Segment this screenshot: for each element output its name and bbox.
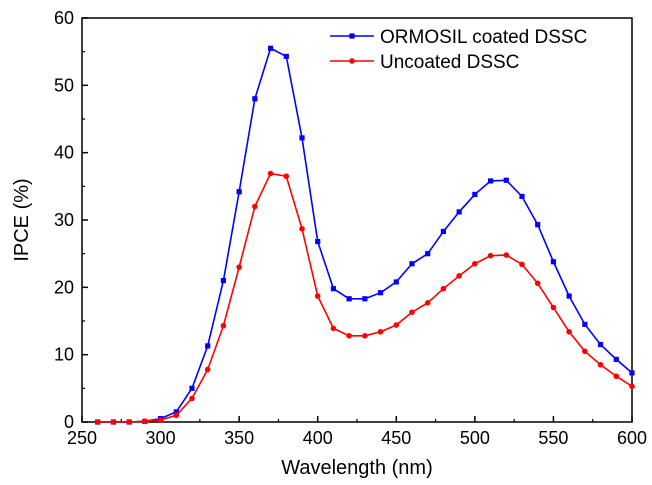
data-point [299, 135, 305, 141]
data-point [519, 261, 525, 268]
data-point [283, 53, 289, 59]
data-point [94, 419, 101, 425]
data-point [487, 252, 494, 259]
data-point [267, 170, 274, 177]
data-point [566, 293, 572, 299]
data-point [377, 290, 384, 296]
data-point [534, 280, 541, 287]
y-tick-label: 50 [54, 75, 74, 95]
data-point [393, 279, 399, 285]
data-point [629, 370, 635, 376]
data-point [424, 300, 431, 306]
x-tick-label: 250 [67, 428, 97, 448]
data-point [566, 328, 572, 335]
y-tick-label: 60 [54, 8, 74, 28]
data-point [252, 203, 258, 210]
data-point [550, 304, 557, 311]
y-tick-label: 30 [54, 210, 74, 230]
data-point [519, 193, 525, 200]
data-point [472, 191, 478, 198]
data-point [236, 189, 242, 195]
data-point [220, 322, 227, 329]
legend-label: Uncoated DSSC [380, 52, 519, 73]
data-point [299, 225, 305, 232]
data-point [503, 252, 510, 258]
data-point [330, 286, 337, 292]
data-point [346, 333, 352, 339]
data-point [157, 417, 164, 423]
data-point [362, 333, 368, 339]
data-point [456, 209, 462, 215]
data-point [189, 385, 195, 391]
y-tick-label: 40 [54, 143, 74, 163]
legend-marker [349, 33, 355, 39]
data-point [236, 264, 242, 270]
legend-marker [349, 58, 355, 64]
plot-area [81, 17, 633, 423]
series-line [97, 47, 633, 423]
y-tick-label: 10 [54, 345, 74, 365]
data-point [597, 361, 604, 368]
x-tick-label: 600 [617, 428, 647, 448]
data-point [393, 322, 400, 328]
x-axis-title: Wavelength (nm) [281, 457, 433, 479]
data-point [315, 238, 321, 245]
data-point [362, 296, 368, 302]
x-tick-label: 500 [460, 428, 490, 448]
data-point [535, 222, 541, 228]
data-point [503, 177, 509, 183]
data-point [126, 419, 132, 425]
data-point [409, 261, 415, 267]
data-point [283, 173, 290, 180]
data-point [613, 356, 619, 362]
data-point [377, 328, 384, 335]
data-point [456, 273, 462, 279]
data-point [346, 296, 352, 302]
data-point [550, 259, 557, 265]
x-tick-label: 550 [538, 428, 568, 448]
data-point [582, 321, 588, 327]
data-point [204, 366, 211, 373]
plot-frame [81, 17, 633, 423]
y-tick-label: 0 [64, 412, 74, 432]
data-point [220, 278, 227, 284]
data-point [487, 178, 494, 184]
data-point [189, 395, 195, 402]
data-point [629, 383, 635, 390]
data-point [314, 293, 321, 299]
data-point [613, 373, 620, 380]
series-layer [94, 45, 635, 425]
data-point [582, 348, 588, 355]
data-point [173, 409, 179, 415]
series-2 [94, 170, 635, 425]
data-point [425, 251, 431, 257]
x-tick-label: 350 [224, 428, 254, 448]
data-point [142, 418, 148, 425]
y-axis-title: IPCE (%) [11, 178, 33, 261]
data-point [472, 260, 478, 267]
data-point [409, 309, 415, 316]
data-point [440, 228, 447, 235]
data-point [440, 285, 447, 292]
legend: ORMOSIL coated DSSC Uncoated DSSC [330, 27, 587, 73]
data-point [597, 341, 604, 348]
data-point [252, 96, 258, 102]
x-tick-label: 300 [146, 428, 176, 448]
data-point [110, 419, 117, 425]
legend-label: ORMOSIL coated DSSC [380, 27, 587, 48]
data-point [173, 412, 180, 419]
data-point [205, 343, 211, 349]
axis-ticks: 250 300 350 400 450 500 550 600 0 10 20 30 40 50 60 [54, 8, 647, 448]
series-1 [95, 45, 635, 425]
data-point [330, 325, 337, 332]
x-tick-label: 400 [303, 428, 333, 448]
x-tick-label: 450 [381, 428, 411, 448]
y-tick-label: 20 [54, 277, 74, 297]
data-point [267, 45, 274, 51]
